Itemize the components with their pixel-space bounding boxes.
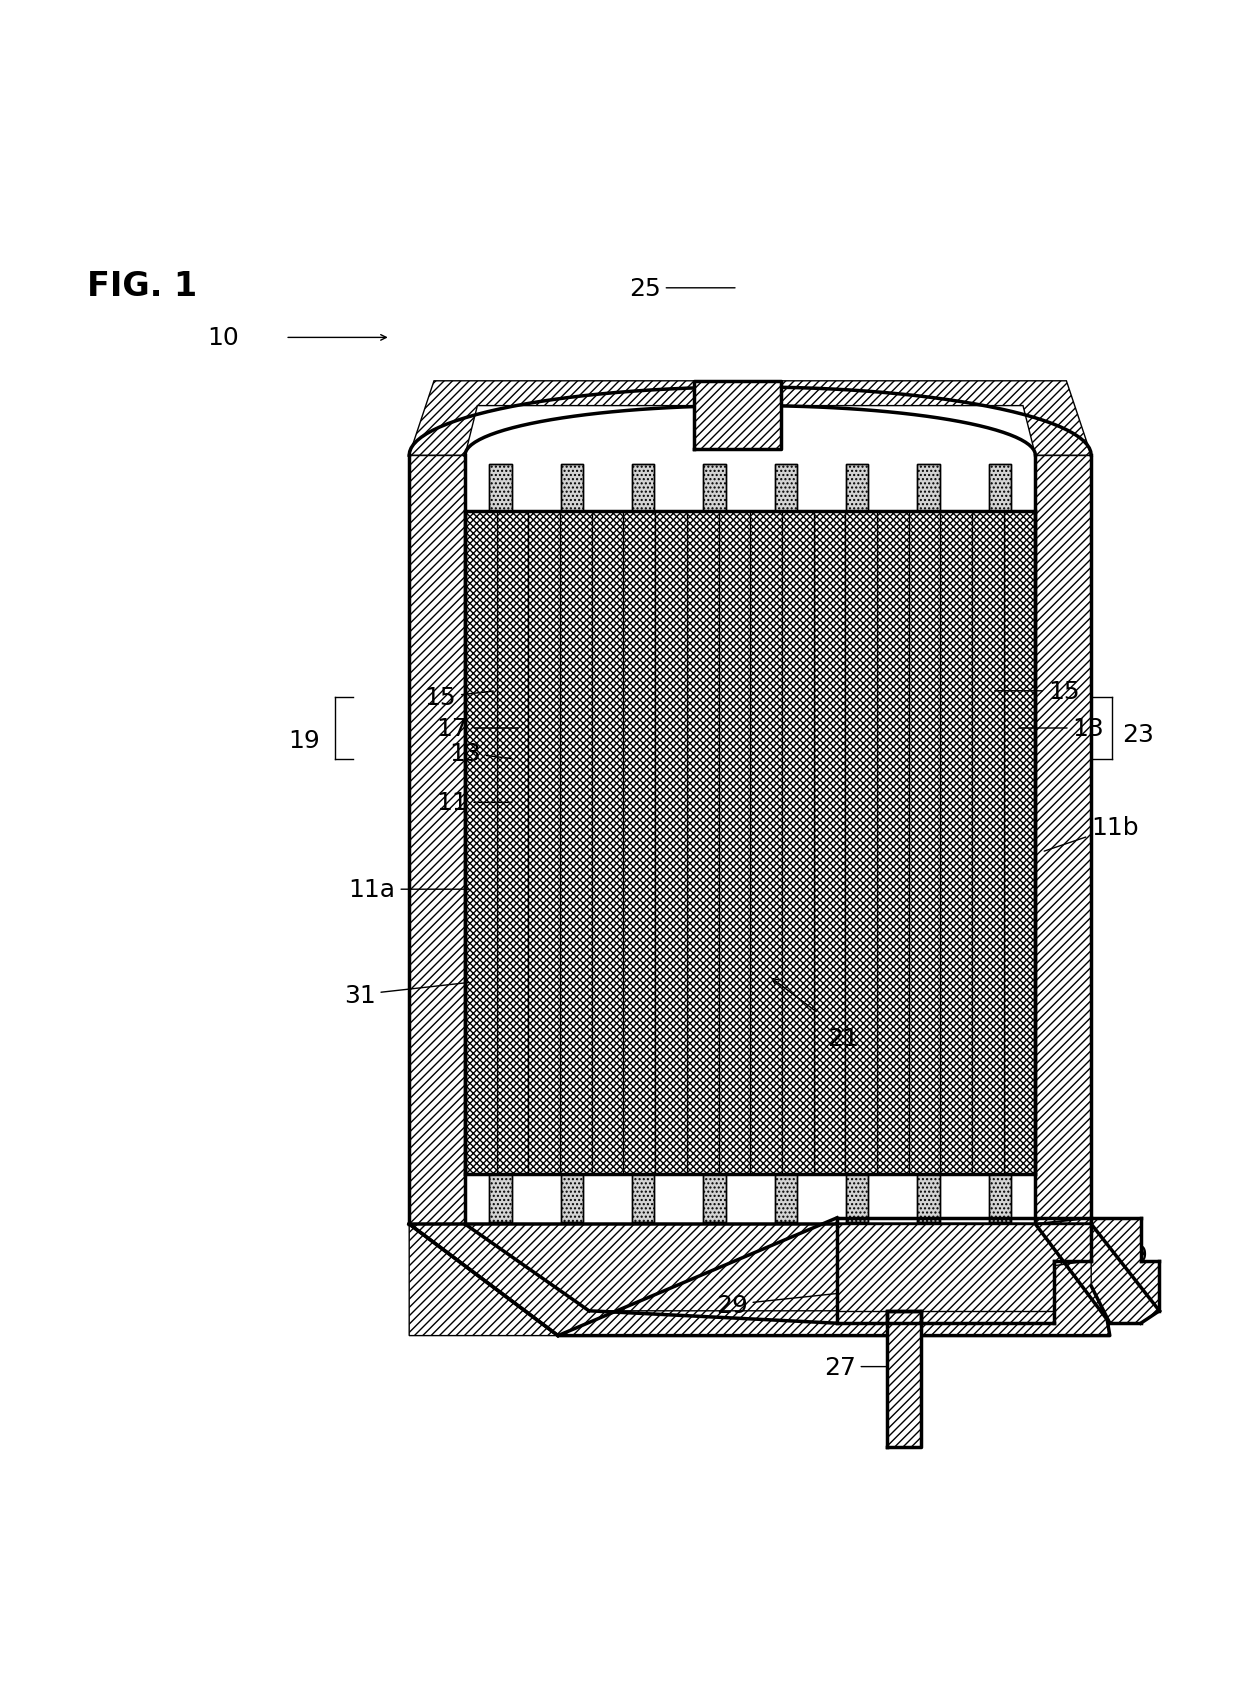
Polygon shape [775, 1175, 797, 1222]
Text: 11: 11 [436, 791, 512, 815]
Text: 13: 13 [1019, 716, 1105, 740]
Polygon shape [409, 382, 1091, 455]
Polygon shape [703, 464, 725, 512]
Polygon shape [560, 1175, 583, 1222]
Polygon shape [918, 464, 940, 512]
Polygon shape [409, 1217, 980, 1335]
Polygon shape [988, 464, 1011, 512]
Polygon shape [465, 512, 1035, 1175]
Polygon shape [921, 1311, 1054, 1323]
Text: 13: 13 [449, 742, 512, 766]
Polygon shape [409, 455, 465, 1224]
Text: FIG. 1: FIG. 1 [87, 269, 197, 303]
Text: 11a: 11a [348, 878, 469, 902]
Polygon shape [703, 1175, 725, 1222]
Polygon shape [837, 1311, 887, 1323]
Text: 23: 23 [1122, 723, 1154, 747]
Polygon shape [490, 464, 512, 512]
Polygon shape [918, 1175, 940, 1222]
Polygon shape [1091, 1217, 1159, 1323]
Polygon shape [837, 1224, 1091, 1323]
Polygon shape [632, 464, 655, 512]
Text: 15: 15 [994, 679, 1080, 704]
Text: 21: 21 [827, 1026, 859, 1050]
Text: 25: 25 [629, 276, 735, 300]
Polygon shape [988, 1175, 1011, 1222]
Polygon shape [632, 1175, 655, 1222]
Text: 19: 19 [288, 730, 320, 754]
Polygon shape [887, 1311, 921, 1448]
Text: 11b: 11b [1044, 815, 1138, 851]
Polygon shape [409, 1224, 1110, 1335]
Polygon shape [1035, 455, 1091, 1224]
Polygon shape [846, 1175, 868, 1222]
Text: 31: 31 [343, 982, 469, 1008]
Text: 29: 29 [715, 1292, 847, 1316]
Polygon shape [490, 1175, 512, 1222]
Text: 17: 17 [436, 716, 518, 740]
Polygon shape [560, 464, 583, 512]
Text: 15: 15 [424, 685, 494, 709]
Polygon shape [694, 382, 781, 450]
Polygon shape [775, 464, 797, 512]
Text: 27: 27 [823, 1355, 890, 1379]
Text: 10: 10 [207, 326, 239, 350]
Text: 29: 29 [1044, 1243, 1148, 1267]
Polygon shape [846, 464, 868, 512]
